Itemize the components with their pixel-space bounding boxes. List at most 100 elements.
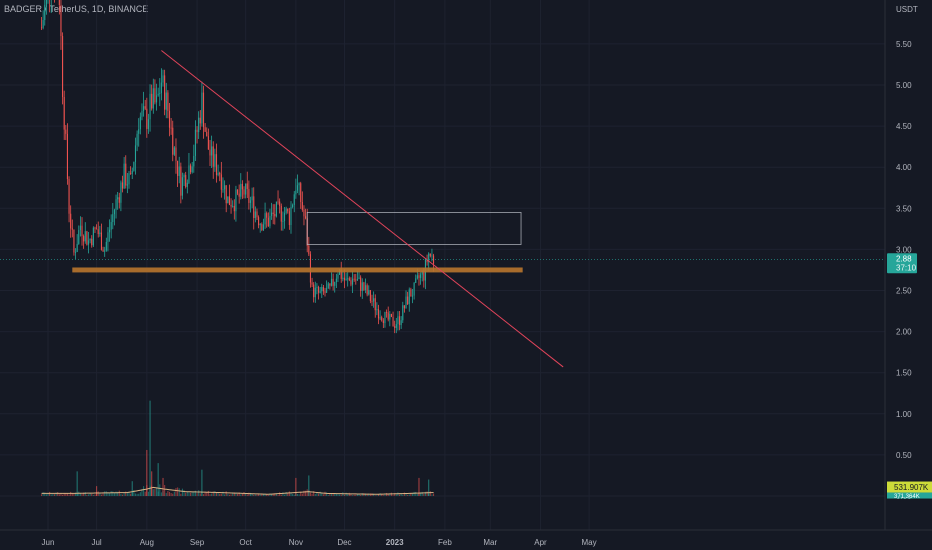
candle-body: [130, 173, 132, 175]
volume-bar: [306, 489, 308, 496]
volume-bar: [316, 492, 318, 496]
candle-body: [327, 283, 329, 289]
volume-bar: [232, 493, 234, 496]
volume-bar: [313, 491, 315, 496]
time-tick-label: Apr: [534, 538, 547, 547]
volume-bar: [120, 494, 122, 496]
volume-bar: [177, 487, 179, 496]
volume-bar: [433, 493, 435, 496]
volume-bar: [269, 493, 271, 496]
volume-bar: [99, 493, 101, 496]
volume-bar: [398, 494, 401, 496]
time-tick-label: Nov: [289, 538, 303, 547]
candle-body: [253, 196, 255, 219]
volume-bar: [204, 492, 206, 496]
candle-body: [125, 163, 127, 186]
candle-body: [319, 291, 321, 293]
candle-body: [238, 193, 240, 197]
candle-body: [204, 127, 206, 132]
candle-body: [211, 146, 213, 156]
volume-bar: [83, 492, 85, 496]
volume-bar: [352, 495, 354, 496]
price-axis[interactable]: USDT 5.50 5.00 4.50 4.00 3.50 3.00 2.50 2.00 1.50…: [884, 0, 932, 530]
candle-body: [303, 209, 305, 217]
volume-bar: [381, 494, 383, 496]
volume-bar: [84, 492, 86, 496]
candle-body: [322, 287, 324, 292]
time-tick-label: Sep: [190, 538, 205, 547]
volume-bar: [112, 491, 114, 496]
volume-bar: [298, 494, 300, 496]
volume-bar: [355, 494, 357, 496]
candle-body: [411, 295, 414, 297]
candle-body: [136, 133, 138, 146]
candle-body: [87, 240, 90, 245]
candle-body: [251, 196, 253, 201]
volume-bar: [389, 493, 391, 496]
volume-bar: [209, 494, 211, 496]
candle-body: [133, 161, 135, 171]
time-tick-label: Mar: [483, 538, 497, 547]
volume-bar: [248, 492, 250, 496]
candle-body: [155, 95, 158, 103]
volume-bar: [143, 486, 145, 496]
volume-badge: [887, 481, 932, 493]
volume-bar: [374, 495, 376, 496]
volume-bar: [230, 494, 232, 496]
volume-spike: [428, 479, 430, 496]
volume-bar: [261, 493, 263, 496]
candle-body: [123, 163, 125, 189]
candle-body: [428, 253, 430, 263]
candle-body: [172, 127, 174, 155]
volume-bar: [102, 492, 104, 496]
down-trendline: [161, 50, 564, 368]
volume-bar: [70, 491, 72, 496]
candle-body: [407, 296, 409, 305]
candle-body: [185, 175, 187, 187]
volume-bar: [178, 488, 180, 496]
time-axis[interactable]: Jun Jul Aug Sep Oct Nov Dec 2023 Feb Mar Apr May: [0, 529, 932, 547]
volume-bar: [243, 492, 245, 496]
volume-spike: [151, 471, 153, 496]
volume-bar: [241, 493, 243, 496]
candle-body: [105, 241, 107, 251]
time-tick-label: Jul: [91, 538, 101, 547]
candle-body: [403, 305, 405, 309]
candle-body: [397, 316, 399, 325]
candle-body: [369, 290, 371, 302]
candle-body: [261, 224, 263, 231]
candle-body: [335, 278, 337, 283]
candle-body: [154, 88, 156, 103]
candle-body: [206, 131, 208, 137]
candle-body: [96, 228, 98, 230]
volume-bar: [300, 491, 302, 496]
volume-bar: [311, 493, 313, 496]
candle-body: [418, 275, 420, 278]
candle-body: [199, 117, 201, 124]
volume-bar: [81, 494, 83, 496]
candle-body: [102, 249, 104, 252]
volume-bar: [139, 492, 141, 496]
volume-bar: [332, 493, 334, 496]
volume-bar: [373, 493, 375, 496]
candle-body: [233, 205, 235, 212]
volume-bar: [130, 493, 132, 496]
volume-bar: [254, 494, 256, 496]
candle-body: [170, 127, 172, 129]
candle-body: [382, 320, 384, 324]
candle-body: [316, 287, 318, 288]
volume-bar: [277, 494, 279, 496]
volume-bar: [322, 494, 324, 496]
candle-body: [168, 110, 171, 128]
volume-bar: [272, 493, 274, 496]
volume-bar: [107, 492, 109, 496]
candle-body: [343, 277, 346, 281]
candle-body: [272, 212, 274, 215]
candle-body: [389, 314, 391, 320]
volume-bar: [288, 491, 290, 496]
volume-bar: [314, 493, 316, 496]
candle-body: [120, 182, 122, 203]
candle-body: [381, 317, 383, 321]
candle-body: [342, 277, 344, 279]
